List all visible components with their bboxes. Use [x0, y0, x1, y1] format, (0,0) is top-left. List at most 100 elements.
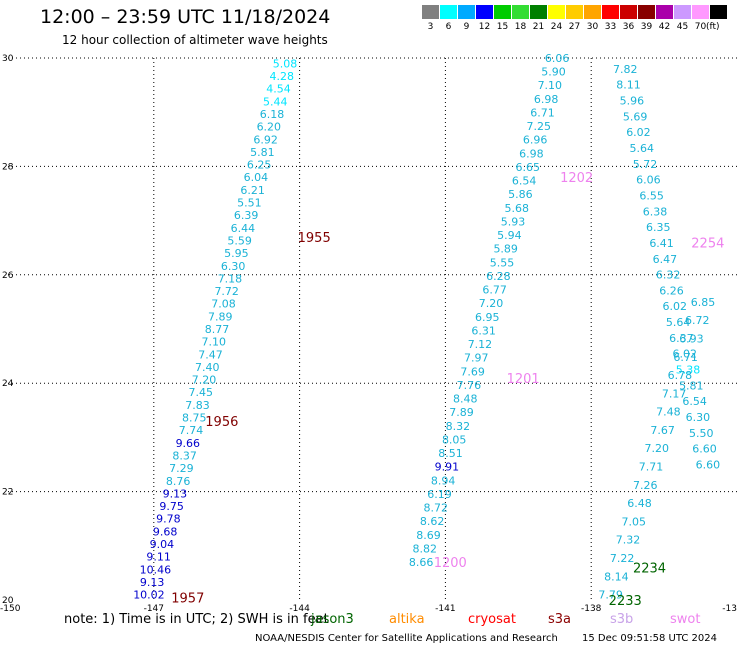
swh-value-1-2: 7.10: [538, 79, 563, 92]
legend-swatch-1: [440, 5, 457, 19]
swh-value-2-5: 5.64: [629, 142, 654, 155]
swh-value-2-10: 6.35: [646, 221, 671, 234]
legend-swatch-11: [620, 5, 637, 19]
swh-value-2-3: 5.69: [623, 110, 648, 123]
swh-value-2-8: 6.55: [639, 189, 664, 202]
x-tick-label-4: -138: [581, 604, 602, 614]
swh-value-0-16: 6.30: [221, 260, 246, 273]
swh-value-1-20: 6.31: [471, 324, 496, 337]
swh-value-2-12: 6.47: [653, 253, 678, 266]
swh-value-1-27: 8.32: [446, 420, 471, 433]
credit-text: NOAA/NESDIS Center for Satellite Applica…: [255, 633, 558, 644]
x-tick-label-5: -13: [722, 604, 737, 614]
y-tick-label-2: 24: [2, 379, 14, 389]
pass-time-label-1-1: 1201: [507, 372, 540, 387]
swh-value-1-8: 6.65: [516, 161, 541, 174]
swh-value-1-26: 7.89: [449, 406, 474, 419]
swh-value-0-40: 10.46: [140, 563, 172, 576]
pass-time-label-0-2: 1957: [171, 591, 204, 606]
x-tick-label-2: -144: [289, 604, 310, 614]
swh-value-3-7: 7.67: [650, 424, 675, 437]
swh-value-0-18: 7.72: [214, 285, 239, 298]
swh-value-0-39: 9.11: [146, 551, 171, 564]
swh-value-1-29: 8.51: [438, 447, 463, 460]
y-tick-label-5: 30: [2, 54, 14, 64]
legend-swatch-13: [656, 5, 673, 19]
swh-value-0-15: 5.95: [224, 247, 249, 260]
swh-value-0-14: 5.59: [227, 234, 252, 247]
swh-value-2-24: 6.60: [692, 443, 717, 456]
swh-value-0-42: 10.02: [133, 589, 165, 602]
swh-value-2-2: 5.96: [620, 94, 645, 107]
swh-value-2-23: 5.50: [689, 427, 714, 440]
swh-value-0-35: 9.75: [159, 500, 184, 513]
swh-value-1-21: 7.12: [468, 338, 493, 351]
page-title: 12:00 – 23:59 UTC 11/18/2024: [40, 6, 331, 28]
page-subtitle: 12 hour collection of altimeter wave hei…: [62, 33, 328, 47]
legend-unit: (ft): [706, 22, 720, 32]
swh-value-2-15: 6.02: [663, 300, 688, 313]
swh-value-1-23: 7.69: [460, 365, 485, 378]
swh-value-2-11: 6.41: [649, 237, 674, 250]
swh-value-2-1: 8.11: [616, 79, 641, 92]
legend-label-10: 33: [604, 22, 617, 32]
swh-value-0-34: 9.13: [163, 487, 188, 500]
sat-label-swot: swot: [670, 612, 701, 627]
swh-value-0-38: 9.04: [150, 538, 175, 551]
swh-value-1-32: 6.19: [427, 488, 452, 501]
swh-value-0-24: 7.40: [195, 361, 220, 374]
swh-value-1-0: 6.06: [545, 52, 570, 65]
legend-swatch-3: [476, 5, 493, 19]
chart-grid: [8, 57, 737, 600]
swh-value-1-35: 8.69: [416, 529, 441, 542]
pass-time-label-3-1: 2233: [609, 594, 642, 609]
swh-value-0-19: 7.08: [211, 298, 236, 311]
swh-value-1-10: 5.86: [508, 188, 533, 201]
swh-value-2-13: 6.32: [656, 269, 681, 282]
pass-time-label-0-1: 1956: [205, 415, 238, 430]
swh-value-0-3: 5.44: [263, 95, 288, 108]
swh-value-0-8: 6.25: [247, 159, 272, 172]
swh-value-1-22: 7.97: [464, 352, 489, 365]
legend-label-13: 42: [658, 22, 671, 32]
swh-value-2-25: 6.60: [696, 459, 721, 472]
legend-swatch-9: [584, 5, 601, 19]
legend-swatch-16: [710, 5, 727, 19]
swh-value-0-5: 6.20: [257, 121, 282, 134]
swh-value-3-10: 7.26: [633, 479, 658, 492]
legend-label-11: 36: [622, 22, 635, 32]
sat-label-s3a: s3a: [548, 612, 572, 627]
legend-swatch-7: [548, 5, 565, 19]
swh-value-0-7: 5.81: [250, 146, 275, 159]
y-tick-label-1: 22: [2, 488, 13, 498]
pass-time-label-0-0: 1955: [298, 231, 331, 246]
swh-value-2-9: 6.38: [643, 205, 668, 218]
swh-value-0-30: 9.66: [176, 437, 201, 450]
swh-value-0-27: 7.83: [185, 399, 210, 412]
legend-label-15: 70: [694, 22, 707, 32]
swh-value-1-18: 7.20: [479, 297, 504, 310]
swh-value-0-31: 8.37: [172, 449, 197, 462]
legend-swatch-5: [512, 5, 529, 19]
swh-value-1-33: 8.72: [424, 502, 449, 515]
swh-value-3-13: 7.32: [616, 534, 641, 547]
swh-value-3-16: 7.79: [598, 589, 623, 602]
swh-value-1-6: 6.96: [523, 134, 548, 147]
chart-tracks: 5.084.284.545.446.186.206.925.816.256.04…: [133, 52, 724, 609]
swh-value-2-14: 6.26: [659, 284, 684, 297]
legend-label-1: 6: [445, 22, 452, 32]
swh-value-3-3: 6.71: [673, 351, 698, 364]
chart-axes: -150 -147 -144 -141 -138 -13 20 22 24 26 28 30: [0, 54, 737, 614]
legend-swatch-12: [638, 5, 655, 19]
swh-value-3-6: 7.48: [656, 406, 681, 419]
swh-value-1-3: 6.98: [534, 93, 559, 106]
swh-value-1-14: 5.89: [493, 243, 518, 256]
sat-label-jason3: jason3: [311, 612, 354, 627]
swh-value-2-22: 6.30: [686, 411, 711, 424]
pass-time-label-2-0: 2254: [691, 236, 724, 251]
swh-value-1-17: 6.77: [482, 284, 507, 297]
swh-value-1-12: 5.93: [501, 215, 526, 228]
swh-value-0-32: 7.29: [169, 462, 194, 475]
legend-label-0: 3: [427, 22, 434, 32]
pass-time-label-1-0: 1202: [560, 171, 593, 186]
